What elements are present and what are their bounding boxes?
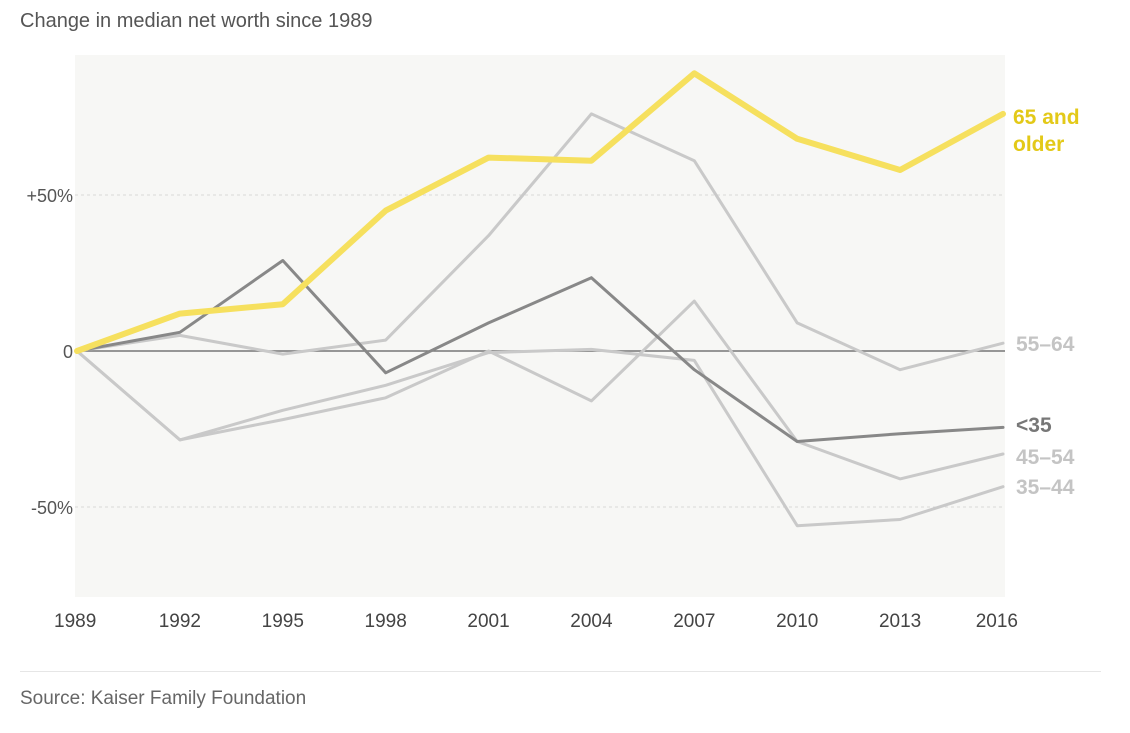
series-label: 35–44 xyxy=(1016,476,1075,499)
x-tick-label: 2013 xyxy=(879,611,921,632)
x-tick-label: 2007 xyxy=(673,611,715,632)
series-labels: 55–64 45–54 35–44 <35 65 and older xyxy=(1013,106,1080,499)
series-label: 55–64 xyxy=(1016,333,1075,356)
y-tick-label: +50% xyxy=(26,186,73,206)
x-tick-label: 1992 xyxy=(159,611,201,632)
x-tick-label: 2016 xyxy=(976,611,1018,632)
x-tick-label: 2010 xyxy=(776,611,818,632)
series-line xyxy=(75,259,1005,443)
series-label: 65 and xyxy=(1013,106,1080,129)
x-tick-label: 1989 xyxy=(54,611,96,632)
y-tick-label: -50% xyxy=(31,498,73,518)
x-tick-label: 2004 xyxy=(570,611,613,632)
series-line xyxy=(75,347,1005,528)
y-tick-label: 0 xyxy=(63,342,73,362)
footer-divider xyxy=(20,671,1101,672)
y-axis-ticks: +50% 0 -50% xyxy=(26,186,73,518)
x-axis-ticks: 1989 1992 1995 1998 2001 2004 2007 2010 2013 2016 xyxy=(54,611,1018,632)
series-lines xyxy=(74,70,1006,528)
series-line xyxy=(75,112,1005,372)
x-tick-label: 1995 xyxy=(262,611,304,632)
plot-background xyxy=(75,55,1005,597)
series-label: older xyxy=(1013,133,1064,156)
series-line xyxy=(74,70,1006,354)
series-label: 45–54 xyxy=(1016,446,1075,469)
x-tick-label: 1998 xyxy=(365,611,407,632)
series-line xyxy=(75,299,1005,481)
series-label: <35 xyxy=(1016,414,1052,437)
chart-source: Source: Kaiser Family Foundation xyxy=(20,688,307,709)
x-tick-label: 2001 xyxy=(467,611,509,632)
chart-title: Change in median net worth since 1989 xyxy=(20,10,373,32)
